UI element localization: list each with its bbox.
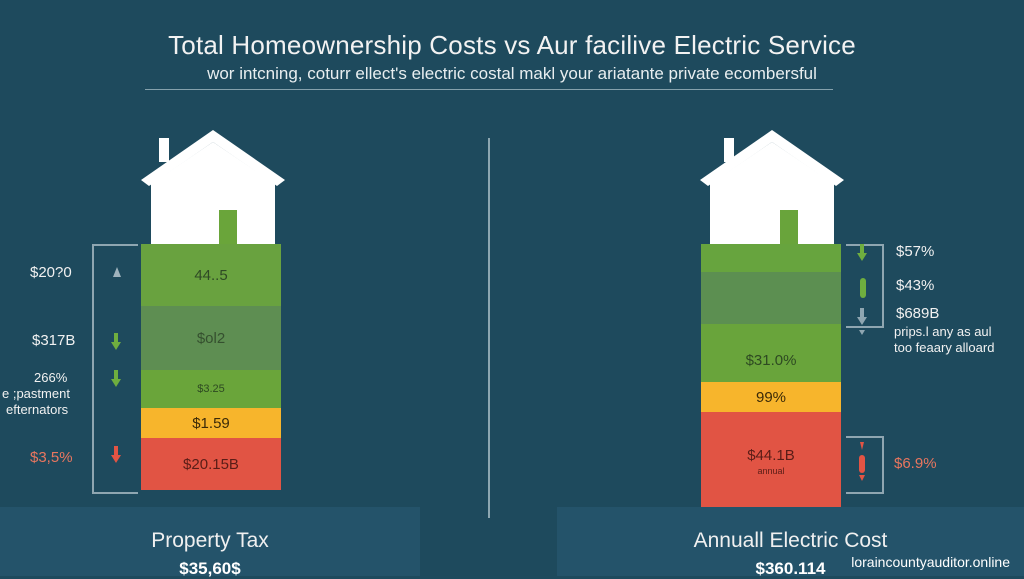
watermark: loraincountyauditor.online — [851, 554, 1010, 570]
right-bracket-top — [846, 244, 884, 328]
right-segment-2 — [701, 272, 841, 324]
left-arrow-down-icon-2 — [111, 370, 121, 387]
left-bracket — [92, 244, 138, 494]
right-label-6: $6.9% — [894, 455, 937, 472]
right-segment-3 — [701, 324, 841, 338]
left-label-6: $3,5% — [30, 449, 73, 466]
right-footer-value: $360.114 — [755, 559, 826, 578]
left-segment-2: $ol2 — [141, 306, 281, 370]
right-segment-5: 99% — [701, 382, 841, 412]
left-segment-4: $1.59 — [141, 408, 281, 438]
right-bracket-bottom — [846, 436, 884, 494]
left-label-1: $20?0 — [30, 264, 72, 281]
page-subtitle: wor intcning, coturr ellect's electric c… — [207, 64, 817, 83]
right-house-icon — [692, 126, 852, 246]
right-label-2: $43% — [896, 277, 935, 294]
left-arrow-up-icon — [113, 267, 121, 277]
right-label-3: $689B — [896, 305, 940, 322]
left-label-3: 266% — [34, 370, 68, 385]
left-cost-stack: 44..5 $ol2 $3.25 $1.59 $20.15B — [141, 244, 281, 490]
right-label-4: prips.l any as aul — [894, 324, 992, 339]
left-arrow-down-icon-3 — [111, 446, 121, 463]
right-footer-title: Annuall Electric Cost — [693, 529, 888, 552]
left-segment-5: $20.15B — [141, 438, 281, 490]
left-arrow-down-icon — [111, 333, 121, 350]
left-label-2: $317B — [32, 332, 76, 349]
title-underline — [145, 89, 833, 90]
page-title: Total Homeownership Costs vs Aur faciliv… — [168, 30, 856, 60]
left-segment-3: $3.25 — [141, 370, 281, 408]
right-label-5: too feaary alloard — [894, 340, 995, 355]
right-bar-icon — [860, 278, 866, 298]
right-segment-6: $44.1B annual — [701, 412, 841, 510]
left-label-4: e ;pastment — [2, 386, 70, 401]
right-segment-1 — [701, 244, 841, 272]
right-alert-icon — [859, 442, 865, 481]
right-label-1: $57% — [896, 243, 935, 260]
right-segment-4: $31.0% — [701, 338, 841, 382]
left-segment-1: 44..5 — [141, 244, 281, 306]
left-footer: Property Tax $35,60$ — [0, 507, 420, 578]
right-arrow-down-icon — [857, 244, 867, 261]
left-footer-title: Property Tax — [151, 529, 269, 552]
left-house-icon — [133, 126, 293, 246]
left-label-5: efternators — [6, 402, 69, 417]
right-footer: Annuall Electric Cost $360.114 — [557, 507, 1024, 578]
center-divider — [488, 138, 490, 518]
right-cost-stack: $31.0% 99% $44.1B annual — [701, 244, 841, 510]
right-arrow-down-icon-2 — [857, 308, 867, 335]
left-footer-value: $35,60$ — [179, 559, 241, 578]
